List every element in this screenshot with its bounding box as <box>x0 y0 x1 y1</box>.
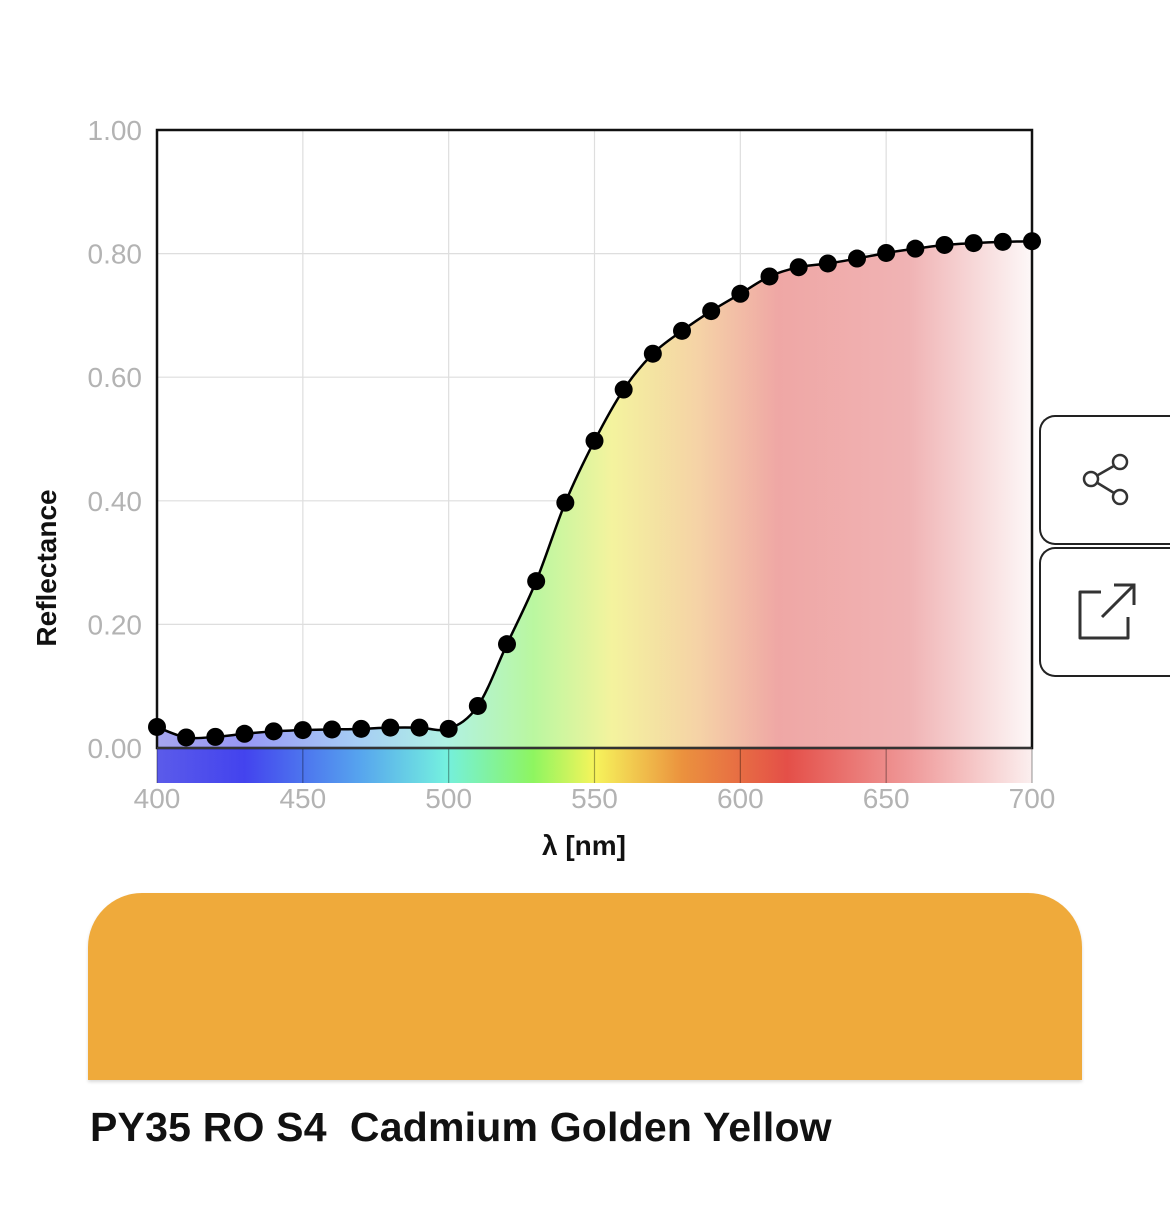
open-external-icon <box>1078 583 1135 640</box>
data-point <box>964 234 983 253</box>
reflectance-area-fill <box>157 241 1032 748</box>
data-point <box>556 493 575 512</box>
y-axis-title: Reflectance <box>31 489 62 646</box>
data-point <box>906 239 925 258</box>
reflectance-chart: 0.00 0.20 0.40 0.60 0.80 1.00 400 450 500 550 600… <box>31 115 1056 861</box>
data-point <box>643 344 662 363</box>
x-tick-label: 400 <box>134 783 181 814</box>
data-points <box>148 232 1041 747</box>
x-tick-label: 550 <box>571 783 618 814</box>
data-point <box>498 635 516 654</box>
data-point <box>789 258 808 277</box>
data-point <box>410 718 429 737</box>
data-point <box>731 284 750 303</box>
data-point <box>293 721 312 740</box>
data-point <box>673 321 691 340</box>
y-tick-label: 0.60 <box>88 362 143 393</box>
data-point <box>206 727 225 746</box>
data-point <box>264 722 283 741</box>
share-button[interactable] <box>1039 415 1170 545</box>
x-tick-label: 600 <box>717 783 764 814</box>
x-tick-label: 450 <box>279 783 326 814</box>
data-point <box>993 232 1012 251</box>
y-tick-label: 0.80 <box>88 239 143 270</box>
x-tick-labels: 400 450 500 550 600 650 700 <box>134 783 1056 814</box>
data-point <box>381 718 400 737</box>
y-tick-labels: 0.00 0.20 0.40 0.60 0.80 1.00 <box>88 115 143 764</box>
data-point <box>439 719 458 738</box>
x-tick-label: 500 <box>425 783 472 814</box>
x-tick-label: 700 <box>1009 783 1056 814</box>
data-point <box>702 302 721 321</box>
data-point <box>877 243 896 262</box>
data-point <box>760 267 779 286</box>
data-point <box>585 431 604 450</box>
data-point <box>1023 232 1041 251</box>
spectrum-band <box>157 748 1032 783</box>
data-point <box>848 249 866 268</box>
x-tick-label: 650 <box>863 783 910 814</box>
open-external-button[interactable] <box>1039 547 1170 677</box>
data-point <box>468 696 487 715</box>
data-point <box>148 717 166 736</box>
data-point <box>177 728 196 747</box>
data-point <box>323 720 341 739</box>
pigment-name: PY35 RO S4 Cadmium Golden Yellow <box>90 1104 832 1150</box>
data-point <box>527 572 546 591</box>
y-tick-label: 0.00 <box>88 733 143 764</box>
data-point <box>352 719 371 738</box>
share-icon <box>1082 453 1128 506</box>
color-swatch <box>88 893 1082 1080</box>
data-point <box>935 235 954 254</box>
data-point <box>235 724 254 743</box>
y-tick-label: 0.40 <box>88 486 143 517</box>
x-axis-title: λ [nm] <box>542 830 626 861</box>
spectrum-band-tick-lines <box>156 748 1033 783</box>
data-point <box>614 380 633 399</box>
y-tick-label: 0.20 <box>88 609 143 640</box>
y-tick-label: 1.00 <box>88 115 143 146</box>
data-point <box>818 254 837 273</box>
